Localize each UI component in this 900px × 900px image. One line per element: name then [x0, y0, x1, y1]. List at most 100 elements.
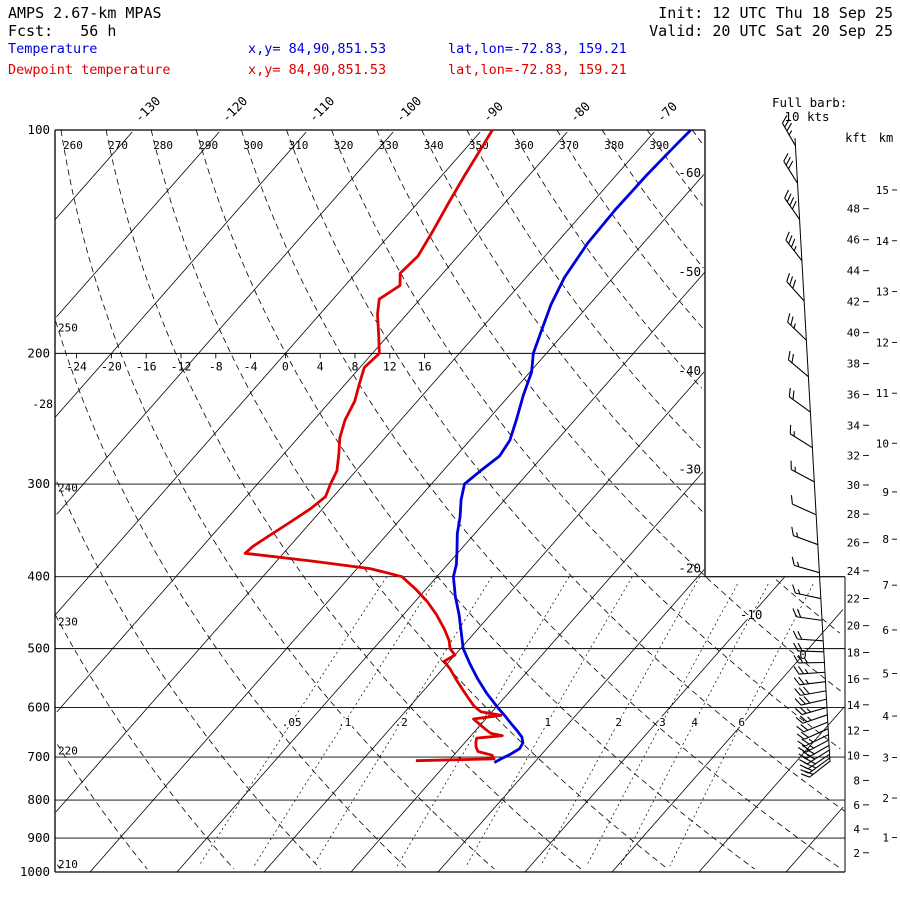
svg-text:250: 250	[58, 321, 78, 334]
kft-scale: kft4846444240383634323028262422201816141…	[845, 131, 869, 860]
svg-text:32: 32	[847, 449, 860, 462]
svg-text:1: 1	[882, 832, 889, 845]
isotherm-lines	[54, 131, 845, 873]
svg-text:4: 4	[317, 359, 324, 373]
legend-temperature-xy: x,y= 84,90,851.53	[248, 41, 387, 57]
svg-text:.1: .1	[338, 716, 351, 729]
svg-text:200: 200	[27, 345, 50, 360]
svg-text:280: 280	[153, 139, 173, 152]
svg-text:-130: -130	[131, 93, 163, 125]
mixing-ratio-labels: .05 .1 .2 1 2 3 4 6	[280, 715, 746, 731]
legend-temperature-latlon: lat,lon=-72.83, 159.21	[448, 41, 627, 57]
svg-text:-110: -110	[305, 93, 337, 125]
svg-text:6: 6	[738, 716, 745, 729]
svg-text:-90: -90	[479, 99, 506, 126]
svg-text:-16: -16	[136, 359, 157, 373]
svg-text:300: 300	[27, 476, 50, 491]
svg-text:.05: .05	[282, 716, 302, 729]
svg-text:kft: kft	[845, 131, 867, 145]
svg-text:100: 100	[27, 122, 50, 137]
dry-adiabat-lines	[55, 130, 845, 870]
svg-text:6: 6	[853, 799, 860, 812]
svg-text:6: 6	[882, 624, 889, 637]
svg-text:28: 28	[847, 508, 860, 521]
svg-text:14: 14	[847, 699, 861, 712]
svg-text:13: 13	[876, 286, 889, 299]
svg-text:4: 4	[691, 716, 698, 729]
svg-text:500: 500	[27, 641, 50, 656]
forecast-hour: Fcst: 56 h	[8, 22, 117, 40]
svg-text:36: 36	[847, 389, 860, 402]
svg-text:380: 380	[604, 139, 624, 152]
svg-text:-28: -28	[32, 397, 53, 411]
svg-text:8: 8	[352, 359, 359, 373]
legend-temperature-label: Temperature	[8, 41, 98, 57]
km-scale: km 15 14 13 12 11 10 9 8 7 6 5 4 3 2 1	[876, 131, 897, 845]
svg-text:600: 600	[27, 699, 50, 714]
svg-text:-80: -80	[566, 99, 593, 126]
svg-text:2: 2	[853, 847, 860, 860]
plot-frame	[54, 129, 846, 873]
svg-text:340: 340	[424, 139, 444, 152]
svg-text:-8: -8	[209, 359, 223, 373]
svg-text:800: 800	[27, 792, 50, 807]
svg-text:-30: -30	[678, 462, 701, 477]
svg-text:-20: -20	[101, 359, 122, 373]
svg-text:-24: -24	[66, 359, 87, 373]
svg-text:210: 210	[58, 858, 78, 871]
svg-text:360: 360	[514, 139, 534, 152]
svg-text:-60: -60	[678, 165, 701, 180]
svg-text:1: 1	[545, 716, 552, 729]
svg-text:-70: -70	[653, 99, 680, 126]
svg-text:34: 34	[847, 419, 861, 432]
isotherm-labels-lower: -10 0	[738, 606, 808, 664]
init-time: Init: 12 UTC Thu 18 Sep 25	[658, 4, 893, 22]
legend-dewpoint-xy: x,y= 84,90,851.53	[248, 62, 387, 78]
model-title: AMPS 2.67-km MPAS	[8, 4, 162, 22]
wind-staff	[794, 137, 831, 763]
svg-text:48: 48	[847, 203, 860, 216]
svg-text:0: 0	[799, 647, 807, 662]
svg-text:-40: -40	[678, 363, 701, 378]
svg-text:-4: -4	[244, 359, 258, 373]
svg-text:240: 240	[58, 482, 78, 495]
temperature-trace	[452, 129, 692, 764]
svg-text:700: 700	[27, 749, 50, 764]
svg-text:0: 0	[282, 359, 289, 373]
svg-text:10: 10	[876, 437, 889, 450]
legend-dewpoint-label: Dewpoint temperature	[8, 62, 171, 78]
barb-key-line1: Full barb:	[772, 95, 848, 110]
svg-text:26: 26	[847, 537, 860, 550]
svg-text:-100: -100	[392, 93, 424, 125]
svg-text:900: 900	[27, 830, 50, 845]
svg-text:5: 5	[882, 668, 889, 681]
svg-text:4: 4	[882, 710, 889, 723]
svg-text:1000: 1000	[20, 864, 50, 879]
wind-barbs	[781, 115, 831, 778]
svg-text:310: 310	[288, 139, 308, 152]
svg-text:370: 370	[559, 139, 579, 152]
svg-text:16: 16	[847, 673, 860, 686]
svg-text:320: 320	[334, 139, 354, 152]
svg-text:230: 230	[58, 615, 78, 628]
svg-text:38: 38	[847, 358, 860, 371]
svg-text:-10: -10	[740, 607, 763, 622]
svg-text:.2: .2	[395, 716, 408, 729]
svg-text:22: 22	[847, 592, 860, 605]
svg-text:16: 16	[418, 359, 432, 373]
svg-text:-50: -50	[678, 264, 701, 279]
isotherm-labels-right: -60 -50 -40 -30 -20	[678, 165, 701, 575]
svg-text:2: 2	[615, 716, 622, 729]
svg-text:330: 330	[379, 139, 399, 152]
svg-text:390: 390	[649, 139, 669, 152]
svg-text:30: 30	[847, 479, 860, 492]
svg-text:18: 18	[847, 646, 860, 659]
svg-text:9: 9	[882, 486, 889, 499]
svg-text:8: 8	[853, 774, 860, 787]
svg-text:7: 7	[882, 579, 889, 592]
svg-text:3: 3	[659, 716, 666, 729]
svg-text:12: 12	[847, 724, 860, 737]
svg-text:44: 44	[847, 265, 861, 278]
svg-text:42: 42	[847, 296, 860, 309]
